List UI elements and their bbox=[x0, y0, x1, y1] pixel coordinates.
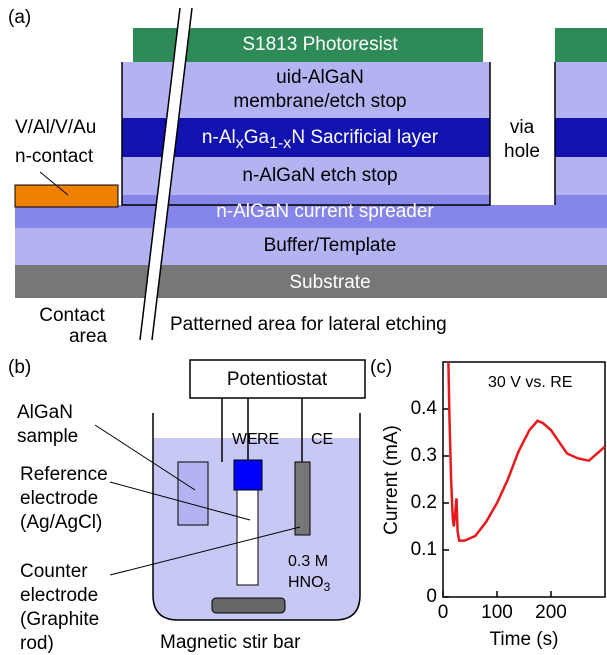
pointer bbox=[94, 424, 196, 491]
cell bbox=[94, 359, 366, 621]
ref-head bbox=[233, 459, 263, 491]
reference-label: Reference bbox=[20, 464, 108, 485]
via-label: hole bbox=[504, 141, 540, 162]
area-label: Contact bbox=[39, 305, 105, 326]
sacrificial bbox=[555, 118, 607, 157]
break-line bbox=[151, 7, 193, 341]
pointer bbox=[109, 526, 301, 576]
pointer bbox=[39, 171, 69, 196]
counter-rod bbox=[294, 461, 311, 536]
stir-bar bbox=[211, 597, 286, 614]
break-line bbox=[139, 7, 181, 341]
layer-label: n-AlGaN current spreader bbox=[216, 201, 434, 222]
layer-label: S1813 Photoresist bbox=[242, 34, 398, 55]
layer-stack bbox=[14, 7, 607, 341]
layer-label: Buffer/Template bbox=[264, 235, 397, 256]
y-tick-label: 0.3 bbox=[411, 445, 437, 466]
x-tick-label: 100 bbox=[481, 602, 513, 623]
stir-label: Magnetic stir bar bbox=[160, 632, 301, 653]
counter-label: Counter bbox=[20, 561, 88, 582]
potentiostat-box bbox=[189, 359, 366, 399]
pointer bbox=[109, 481, 251, 521]
substrate bbox=[15, 265, 607, 298]
counter-label: electrode bbox=[20, 585, 98, 606]
y-tick-label: 0 bbox=[426, 586, 437, 607]
y-tick-label: 0.2 bbox=[411, 492, 437, 513]
layer-label: uid-AlGaN bbox=[276, 67, 364, 88]
x-tick-label: 200 bbox=[535, 602, 567, 623]
etch-stop bbox=[555, 157, 607, 195]
panel-label: (a) bbox=[8, 7, 31, 28]
annotation: 30 V vs. RE bbox=[488, 374, 572, 391]
x-tick-label: 0 bbox=[438, 602, 449, 623]
y-axis-label: Current (mA) bbox=[381, 425, 402, 535]
spreader bbox=[555, 195, 607, 205]
electrode-label: WE bbox=[232, 431, 258, 448]
sacrificial bbox=[122, 118, 490, 157]
layer-label: n-AlGaN etch stop bbox=[242, 165, 397, 186]
text-part: Ga bbox=[244, 127, 270, 148]
text-part: n-Al bbox=[202, 127, 236, 148]
counter-label: (Graphite bbox=[20, 609, 99, 630]
contact-label: n-contact bbox=[15, 146, 94, 167]
area-label: area bbox=[69, 326, 107, 347]
potentiostat-label: Potentiostat bbox=[227, 369, 328, 390]
buffer bbox=[15, 228, 607, 265]
layer-label: n-AlxGa1-xN Sacrificial layer bbox=[202, 127, 439, 152]
sample-label: AlGaN bbox=[17, 402, 73, 423]
counter-label: rod) bbox=[20, 633, 54, 654]
layer-label: membrane/etch stop bbox=[233, 91, 406, 112]
via-label: via bbox=[510, 117, 535, 138]
subscript: x bbox=[236, 135, 244, 152]
data-line bbox=[447, 361, 606, 542]
ref-tube bbox=[236, 489, 259, 586]
plot-frame bbox=[442, 361, 606, 598]
reference-label: (Ag/AgCl) bbox=[20, 512, 102, 533]
beaker bbox=[152, 413, 361, 621]
panel-label: (c) bbox=[370, 357, 392, 378]
electrode-label: RE bbox=[257, 431, 279, 448]
subscript: 3 bbox=[324, 580, 331, 594]
y-tick-label: 0.1 bbox=[411, 539, 437, 560]
subscript: 1-x bbox=[269, 135, 291, 152]
break bbox=[140, 8, 192, 340]
text-part: N Sacrificial layer bbox=[291, 127, 438, 148]
area-label: Patterned area for lateral etching bbox=[170, 314, 447, 335]
photoresist bbox=[555, 28, 607, 62]
text-part: HNO bbox=[288, 574, 324, 591]
spreader bbox=[122, 195, 490, 205]
sample-label: sample bbox=[17, 426, 78, 447]
panel-label: (b) bbox=[8, 357, 31, 378]
y-tick-label: 0.4 bbox=[411, 398, 438, 419]
contact-label: V/Al/V/Au bbox=[15, 117, 96, 138]
layer-label: Substrate bbox=[289, 272, 370, 293]
reference-label: electrode bbox=[20, 488, 98, 509]
x-axis-label: Time (s) bbox=[490, 629, 559, 650]
membrane bbox=[555, 62, 607, 118]
electrolyte-label: 0.3 M bbox=[288, 553, 328, 570]
electrode-label: CE bbox=[311, 431, 333, 448]
electrolyte-label: HNO3 bbox=[288, 574, 331, 594]
photoresist bbox=[133, 28, 483, 62]
contact bbox=[14, 184, 119, 208]
etch-stop bbox=[122, 157, 490, 195]
sample bbox=[177, 461, 209, 526]
outline bbox=[121, 62, 556, 206]
